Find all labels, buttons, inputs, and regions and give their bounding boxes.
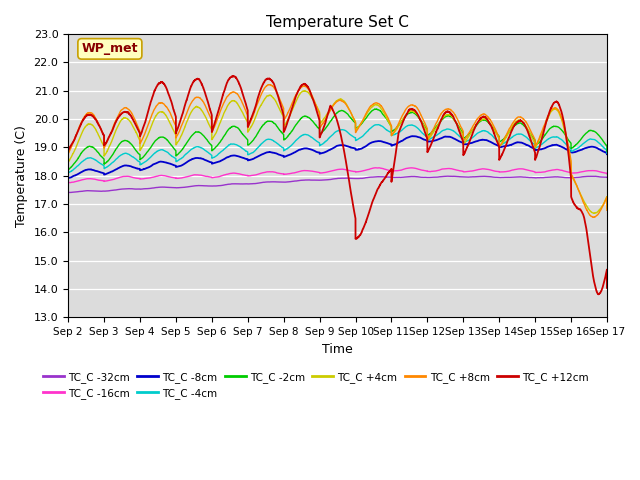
TC_C +12cm: [408, 107, 416, 112]
TC_C -32cm: [444, 173, 451, 179]
TC_C -16cm: [371, 165, 379, 171]
TC_C -4cm: [374, 122, 382, 128]
TC_C -32cm: [408, 174, 416, 180]
TC_C +12cm: [596, 290, 604, 296]
TC_C -16cm: [408, 165, 416, 171]
TC_C +4cm: [596, 207, 604, 213]
TC_C +8cm: [265, 82, 273, 87]
TC_C +4cm: [300, 88, 308, 94]
TC_C -8cm: [64, 175, 72, 181]
Legend: TC_C -32cm, TC_C -16cm, TC_C -8cm, TC_C -4cm, TC_C -2cm, TC_C +4cm, TC_C +8cm, T: TC_C -32cm, TC_C -16cm, TC_C -8cm, TC_C …: [39, 368, 593, 403]
TC_C -2cm: [65, 167, 72, 172]
TC_C -2cm: [596, 133, 604, 139]
TC_C -16cm: [64, 180, 72, 185]
TC_C -8cm: [307, 146, 314, 152]
TC_C +8cm: [589, 215, 597, 220]
Line: TC_C -4cm: TC_C -4cm: [68, 125, 607, 173]
TC_C -16cm: [307, 168, 314, 174]
TC_C -32cm: [596, 174, 604, 180]
TC_C -4cm: [596, 141, 604, 146]
TC_C -4cm: [602, 146, 610, 152]
TC_C +12cm: [230, 73, 238, 79]
TC_C +12cm: [595, 291, 602, 297]
TC_C -32cm: [64, 190, 72, 195]
Line: TC_C -16cm: TC_C -16cm: [68, 168, 607, 182]
TC_C -16cm: [67, 180, 74, 185]
TC_C +8cm: [532, 141, 540, 147]
TC_C -32cm: [603, 174, 611, 180]
TC_C -4cm: [548, 134, 556, 140]
TC_C +8cm: [64, 151, 72, 156]
TC_C -8cm: [596, 146, 604, 152]
Line: TC_C -32cm: TC_C -32cm: [68, 176, 607, 192]
TC_C -2cm: [548, 125, 556, 131]
TC_C -8cm: [408, 133, 416, 139]
TC_C -2cm: [603, 148, 611, 154]
TC_C -8cm: [65, 175, 72, 181]
TC_C -2cm: [307, 116, 314, 122]
TC_C -4cm: [532, 144, 540, 150]
TC_C +12cm: [547, 105, 555, 110]
TC_C -2cm: [532, 142, 540, 147]
Title: Temperature Set C: Temperature Set C: [266, 15, 409, 30]
Line: TC_C +4cm: TC_C +4cm: [68, 91, 607, 213]
TC_C -2cm: [602, 142, 610, 148]
Y-axis label: Temperature (C): Temperature (C): [15, 125, 28, 227]
TC_C -4cm: [65, 170, 72, 176]
TC_C +4cm: [64, 159, 72, 165]
TC_C -8cm: [408, 133, 416, 139]
TC_C +12cm: [532, 154, 540, 160]
TC_C +8cm: [307, 89, 314, 95]
TC_C +8cm: [408, 102, 416, 108]
TC_C +4cm: [602, 196, 610, 202]
TC_C -2cm: [64, 167, 72, 172]
TC_C +8cm: [602, 197, 610, 203]
TC_C -16cm: [603, 171, 611, 177]
TC_C -4cm: [603, 150, 611, 156]
TC_C +4cm: [547, 108, 555, 114]
Text: WP_met: WP_met: [82, 42, 138, 55]
TC_C -8cm: [602, 150, 610, 156]
TC_C -8cm: [548, 143, 556, 148]
TC_C +12cm: [64, 147, 72, 153]
X-axis label: Time: Time: [322, 343, 353, 356]
Line: TC_C +8cm: TC_C +8cm: [68, 84, 607, 217]
TC_C -2cm: [408, 109, 416, 115]
TC_C +4cm: [603, 205, 611, 211]
Line: TC_C -8cm: TC_C -8cm: [68, 136, 607, 178]
TC_C -32cm: [547, 174, 555, 180]
TC_C +12cm: [602, 272, 610, 277]
TC_C -16cm: [596, 169, 604, 175]
TC_C -32cm: [532, 175, 540, 180]
TC_C +4cm: [307, 93, 314, 98]
Line: TC_C -2cm: TC_C -2cm: [68, 109, 607, 169]
TC_C +4cm: [408, 108, 416, 114]
TC_C -4cm: [307, 134, 314, 140]
TC_C -2cm: [371, 106, 379, 112]
TC_C +8cm: [547, 107, 555, 113]
TC_C -16cm: [532, 169, 540, 175]
TC_C -8cm: [603, 151, 611, 157]
TC_C -4cm: [64, 170, 72, 176]
Line: TC_C +12cm: TC_C +12cm: [68, 76, 607, 294]
TC_C +12cm: [307, 90, 314, 96]
TC_C +8cm: [596, 209, 604, 215]
TC_C -16cm: [548, 168, 556, 173]
TC_C -32cm: [307, 177, 314, 183]
TC_C -32cm: [602, 174, 609, 180]
TC_C +12cm: [603, 285, 611, 291]
TC_C -8cm: [532, 147, 540, 153]
TC_C +4cm: [590, 210, 598, 216]
TC_C +8cm: [603, 207, 611, 213]
TC_C +4cm: [532, 143, 540, 149]
TC_C -16cm: [602, 170, 610, 176]
TC_C -4cm: [408, 122, 416, 128]
